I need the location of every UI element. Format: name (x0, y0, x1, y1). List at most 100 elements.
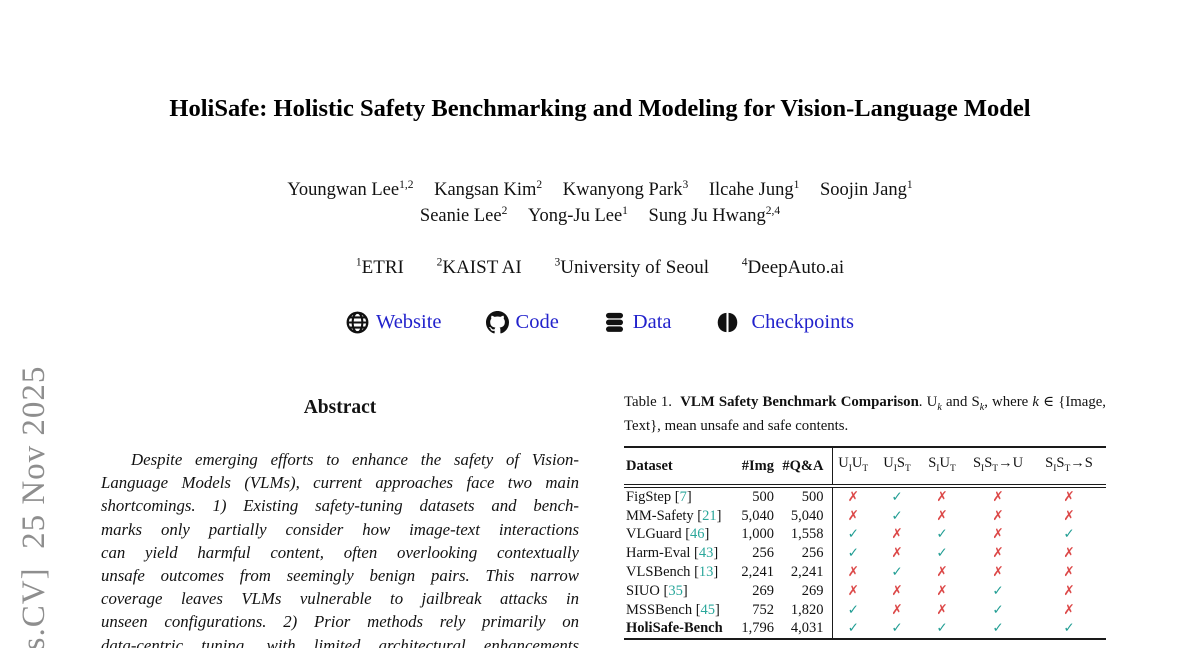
citation[interactable]: 46 (690, 526, 705, 543)
arxiv-stamp: cs.CV] 25 Nov 2025 (16, 365, 52, 648)
col-img: #Img (730, 446, 778, 488)
col-qa: #Q&A (778, 446, 833, 488)
mark: ✓ (891, 488, 903, 505)
citation[interactable]: 13 (698, 564, 714, 581)
mark: ✓ (847, 601, 859, 618)
mark: ✗ (992, 564, 1004, 581)
abstract-line: Despite emerging efforts to enhance the … (131, 450, 579, 469)
col-sist-s: SIST→S (1032, 446, 1106, 488)
citation[interactable]: 45 (700, 601, 716, 618)
mark: ✗ (847, 564, 859, 581)
table-row: Harm-Eval [43] 256 256 ✓ ✗ ✓ ✗ ✗ (626, 544, 1075, 564)
abstract-line: coverage leaves VLMs vulnerable to jailb… (101, 589, 579, 609)
mark: ✓ (847, 620, 859, 637)
col-uist: UIST (874, 446, 920, 488)
mark: ✗ (847, 582, 859, 599)
affiliation: 1ETRI (355, 257, 404, 279)
mark: ✗ (936, 488, 948, 505)
abstract-line: shortcomings. 1) Existing safety-tuning … (101, 496, 579, 516)
abstract-section: Abstract Despite emerging efforts to enh… (101, 397, 579, 648)
author: Youngwan Lee1,2 (287, 179, 414, 201)
table-row: MM-Safety [21] 5,040 5,040 ✗ ✓ ✗ ✗ ✗ (626, 506, 1075, 526)
resource-links: Website Code Data (0, 311, 1200, 334)
abstract-line: marks only partially consider how image-… (101, 519, 579, 539)
mark: ✓ (847, 545, 859, 562)
mark: ✓ (992, 582, 1004, 599)
website-link-label: Website (375, 311, 442, 333)
col-dataset: Dataset (624, 446, 730, 488)
table-header-row: Dataset #Img #Q&A UIUT UIST SIUT SIST→U … (624, 446, 1106, 488)
abstract-line: data-centric tuning, with limited archit… (101, 635, 579, 648)
checkpoints-link[interactable]: Checkpoints (716, 311, 855, 334)
data-link[interactable]: Data (603, 311, 672, 334)
table-caption: Table 1. VLM Safety Benchmark Comparison… (624, 394, 1107, 435)
mark: ✓ (891, 620, 903, 637)
citation[interactable]: 43 (698, 545, 714, 562)
mark: ✗ (1063, 601, 1075, 618)
citation[interactable]: 7 (679, 488, 687, 505)
mark: ✓ (1063, 526, 1075, 543)
mark: ✗ (847, 488, 859, 505)
abstract-line: unseen configurations. 2) Prior methods … (101, 612, 579, 632)
author: Seanie Lee2 (419, 205, 508, 227)
mark: ✓ (936, 545, 948, 562)
mark: ✗ (891, 601, 903, 618)
citation[interactable]: 35 (668, 582, 683, 599)
mark: ✗ (936, 582, 948, 599)
mark: ✗ (1063, 488, 1075, 505)
abstract-line: can yield harmful content, often overloo… (101, 542, 579, 562)
affiliation: 2KAIST AI (436, 257, 522, 279)
col-siut: SIUT (920, 446, 964, 488)
mark: ✗ (936, 601, 948, 618)
table-row-holisafe: HoliSafe-Bench 1,796 4,031 ✓ ✓ ✓ ✓ ✓ (624, 619, 1106, 640)
authors-line-1: Youngwan Lee1,2 Kangsan Kim2 Kwanyong Pa… (0, 179, 1200, 201)
website-link[interactable]: Website (346, 311, 442, 334)
col-uiut: UIUT (832, 446, 874, 488)
mark: ✗ (1063, 507, 1075, 524)
code-link[interactable]: Code (485, 311, 559, 334)
mark: ✓ (936, 620, 948, 637)
table-row: VLGuard [46] 1,000 1,558 ✓ ✗ ✓ ✗ ✓ (626, 525, 1075, 545)
mark: ✗ (992, 526, 1004, 543)
github-icon (485, 311, 509, 334)
author: Ilcahe Jung1 (708, 179, 800, 201)
mark: ✗ (936, 507, 948, 524)
affiliations: 1ETRI 2KAIST AI 3University of Seoul 4De… (0, 257, 1200, 279)
authors-line-2: Seanie Lee2 Yong-Ju Lee1 Sung Ju Hwang2,… (0, 205, 1200, 227)
table-row: SIUO [35] 269 269 ✗ ✗ ✗ ✓ ✗ (626, 581, 1075, 601)
benchmark-table: Dataset #Img #Q&A UIUT UIST SIUT SIST→U … (624, 445, 1106, 641)
author: Kangsan Kim2 (434, 179, 543, 201)
mark: ✗ (891, 582, 903, 599)
mark: ✓ (1063, 620, 1075, 637)
mark: ✓ (992, 601, 1004, 618)
mark: ✗ (992, 545, 1004, 562)
author: Soojin Jang1 (819, 179, 913, 201)
mark: ✗ (847, 507, 859, 524)
mark: ✓ (936, 526, 948, 543)
affiliation: 4DeepAuto.ai (741, 257, 845, 279)
data-link-label: Data (632, 311, 672, 333)
affiliation: 3University of Seoul (554, 257, 710, 279)
globe-icon (346, 311, 369, 334)
mark: ✓ (992, 620, 1004, 637)
checkpoints-link-label: Checkpoints (751, 311, 855, 333)
paper-title: HoliSafe: Holistic Safety Benchmarking a… (169, 95, 1031, 122)
brain-icon (716, 311, 739, 334)
mark: ✗ (936, 564, 948, 581)
table-row: VLSBench [13] 2,241 2,241 ✗ ✓ ✗ ✗ ✗ (626, 563, 1075, 582)
abstract-line: Language Models (VLMs), current approach… (101, 473, 579, 493)
code-link-label: Code (515, 311, 559, 333)
mark: ✓ (891, 507, 903, 524)
mark: ✓ (891, 564, 903, 581)
table-section: Table 1. VLM Safety Benchmark Comparison… (624, 393, 1107, 641)
table-row: FigStep [7] 500 500 ✗ ✓ ✗ ✗ ✗ (624, 485, 1106, 507)
mark: ✗ (1063, 564, 1075, 581)
author: Sung Ju Hwang2,4 (648, 205, 781, 227)
author: Kwanyong Park3 (562, 179, 689, 201)
mark: ✗ (1063, 582, 1075, 599)
mark: ✓ (847, 526, 859, 543)
col-sist-u: SIST→U (964, 446, 1032, 488)
citation[interactable]: 21 (702, 507, 717, 524)
database-icon (603, 311, 626, 334)
